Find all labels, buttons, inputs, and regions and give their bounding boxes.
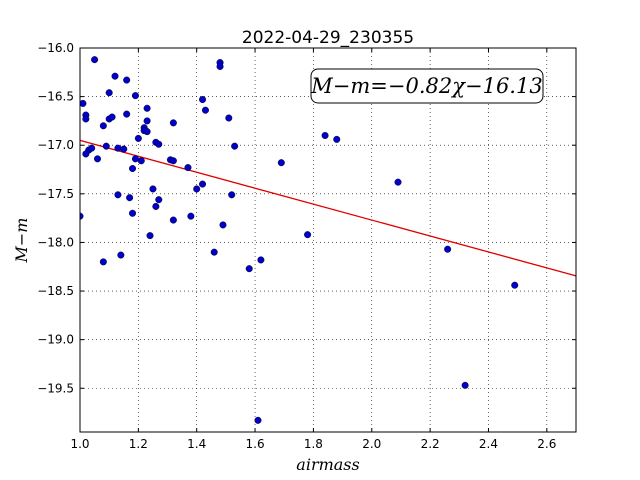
data-point	[169, 216, 177, 224]
data-point	[169, 157, 177, 165]
y-tick-label: −17.0	[37, 138, 74, 152]
data-point	[152, 202, 160, 210]
data-point	[117, 251, 125, 259]
data-point	[143, 128, 151, 136]
data-point	[225, 114, 233, 122]
data-point	[80, 212, 84, 220]
data-point	[105, 89, 113, 97]
data-point	[219, 221, 227, 229]
data-point	[321, 131, 329, 139]
data-point	[394, 178, 402, 186]
data-point	[333, 135, 341, 143]
data-point	[108, 113, 116, 121]
x-tick-label: 2.2	[421, 437, 440, 451]
y-tick-label: −19.0	[37, 333, 74, 347]
data-point	[111, 72, 119, 80]
data-point	[461, 381, 469, 389]
chart-title: 2022-04-29_230355	[242, 28, 414, 48]
data-point	[169, 119, 177, 127]
data-point	[134, 134, 142, 142]
data-point	[444, 245, 452, 253]
annotation-box	[310, 68, 544, 104]
x-axis-label: airmass	[296, 455, 359, 474]
data-point	[123, 76, 131, 84]
data-point	[254, 416, 262, 424]
data-point	[131, 155, 139, 163]
data-point	[146, 232, 154, 240]
data-point	[120, 145, 128, 153]
x-tick-label: 1.8	[304, 437, 323, 451]
x-tick-label: 1.0	[70, 437, 89, 451]
data-point	[129, 165, 137, 173]
annotation-text: M−m=−0.82χ−16.13	[310, 74, 542, 98]
data-point	[149, 185, 157, 193]
y-tick-label: −19.5	[37, 381, 74, 395]
data-points	[80, 48, 519, 424]
y-tick-label: −18.5	[37, 284, 74, 298]
data-point	[143, 117, 151, 125]
data-point	[99, 122, 107, 130]
y-axis-label: M−m	[12, 218, 31, 264]
data-point	[114, 191, 122, 199]
data-point	[511, 281, 519, 289]
x-tick-label: 1.4	[187, 437, 206, 451]
data-point	[94, 155, 102, 163]
data-point	[210, 248, 218, 256]
x-tick-label: 2.4	[479, 437, 498, 451]
data-point	[257, 256, 265, 264]
y-tick-label: −18.0	[37, 235, 74, 249]
data-point	[187, 212, 195, 220]
data-point	[304, 231, 312, 239]
data-point	[126, 194, 134, 202]
data-point	[199, 180, 207, 188]
fit-line	[79, 139, 577, 277]
data-point	[88, 144, 96, 152]
y-tick-label: −17.5	[37, 187, 74, 201]
data-point	[91, 56, 99, 64]
data-point	[277, 159, 285, 167]
data-point	[231, 142, 239, 150]
y-tick-label: −16.0	[37, 41, 74, 55]
data-point	[201, 106, 209, 114]
data-point	[99, 258, 107, 266]
x-axis-ticks: 1.0 1.2 1.4 1.6 1.8 2.0 2.2 2.4 2.6	[70, 48, 556, 451]
fit-line-group	[79, 139, 577, 277]
data-point	[80, 48, 85, 49]
data-point	[245, 265, 253, 273]
data-point	[199, 96, 207, 104]
equation-annotation: M−m=−0.82χ−16.13	[310, 68, 544, 104]
y-axis-ticks: −16.0 −16.5 −17.0 −17.5 −18.0 −18.5 −19.0 −19.5	[37, 41, 576, 395]
data-point	[155, 140, 163, 148]
y-tick-label: −16.5	[37, 90, 74, 104]
data-point	[216, 62, 224, 70]
data-point	[114, 144, 122, 152]
data-point	[137, 157, 145, 165]
data-point	[82, 150, 90, 158]
data-point	[82, 115, 90, 123]
x-tick-label: 1.2	[129, 437, 148, 451]
plot-frame	[79, 47, 577, 433]
data-point	[184, 164, 192, 172]
grid-lines	[79, 47, 576, 432]
data-point	[228, 191, 236, 199]
data-point	[102, 142, 110, 150]
data-point	[131, 92, 139, 100]
data-point	[155, 196, 163, 204]
data-point	[123, 110, 131, 118]
x-tick-label: 2.0	[362, 437, 381, 451]
data-point	[129, 209, 137, 217]
data-point	[193, 185, 201, 193]
x-tick-label: 1.6	[246, 437, 265, 451]
x-tick-label: 2.6	[537, 437, 556, 451]
data-point	[80, 99, 87, 107]
data-point	[143, 104, 151, 112]
